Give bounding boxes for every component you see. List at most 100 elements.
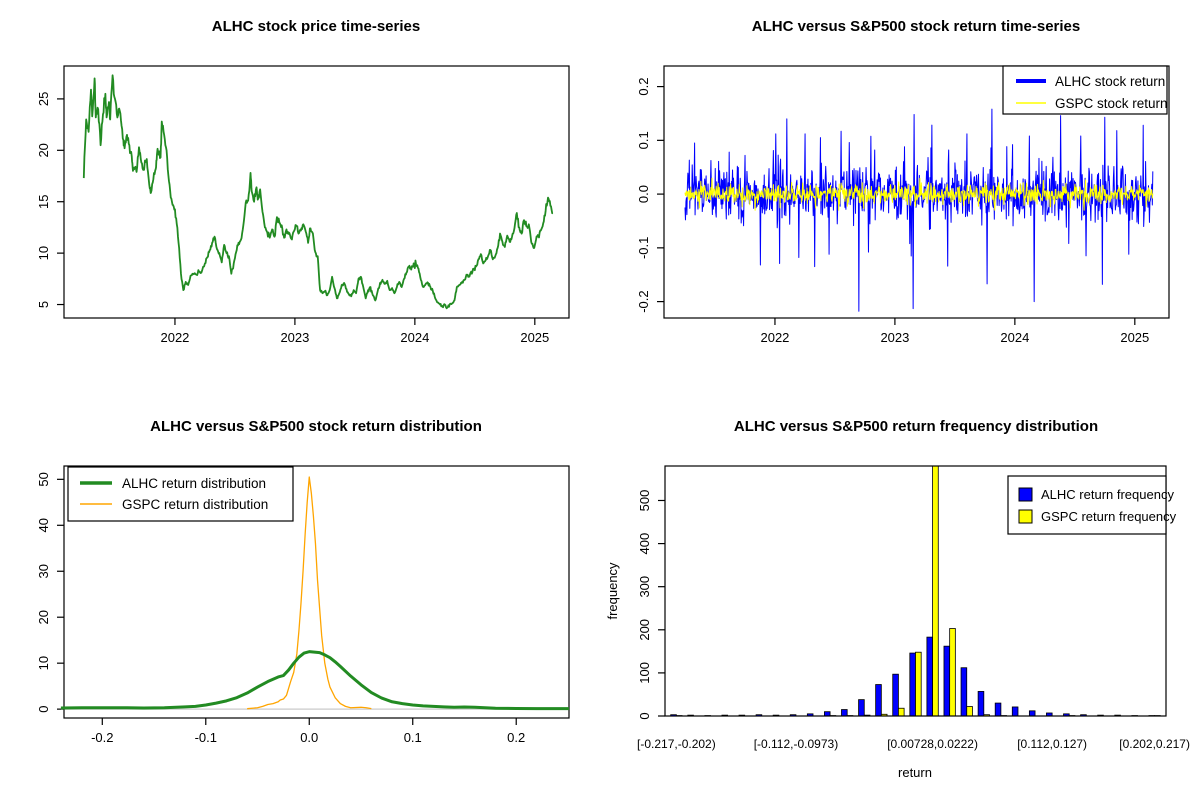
returns-y-axis: -0.2 -0.1 0.0 0.1 0.2 xyxy=(636,78,664,313)
histogram-bin-label: [-0.217,-0.202) xyxy=(637,737,716,751)
gspc-frequency-legend-label: GSPC return frequency xyxy=(1041,509,1177,524)
density-y-tick-label: 0 xyxy=(36,706,51,713)
returns-x-tick-label: 2025 xyxy=(1120,330,1149,345)
gspc-return-line xyxy=(684,177,1154,211)
density-x-tick-label: 0.0 xyxy=(300,730,318,745)
alhc-frequency-bar xyxy=(977,691,985,717)
alhc-density-legend-label: ALHC return distribution xyxy=(122,476,266,491)
histogram-y-tick-label: 0 xyxy=(637,712,652,719)
density-y-tick-label: 50 xyxy=(36,472,51,486)
returns-y-tick-label: -0.2 xyxy=(636,290,651,312)
gspc-frequency-bar xyxy=(966,706,973,717)
histogram-bin-label: [0.112,0.127) xyxy=(1017,737,1087,751)
returns-chart-title: ALHC versus S&P500 stock return time-ser… xyxy=(752,18,1080,35)
gspc-frequency-legend-swatch xyxy=(1018,509,1033,524)
histogram-y-tick-label: 400 xyxy=(637,533,652,555)
histogram-y-tick-label: 100 xyxy=(637,662,652,684)
histogram-bin-label: [0.202,0.217) xyxy=(1119,737,1190,751)
density-legend: ALHC return distribution GSPC return dis… xyxy=(67,466,294,522)
gspc-frequency-bar xyxy=(915,651,922,717)
density-plot-box xyxy=(63,465,570,719)
histogram-y-tick-label: 500 xyxy=(637,490,652,512)
alhc-return-legend-label: ALHC stock return xyxy=(1055,74,1165,89)
histogram-legend: ALHC return frequency GSPC return freque… xyxy=(1007,475,1177,535)
gspc-frequency-bar xyxy=(898,707,905,717)
alhc-frequency-bar xyxy=(994,702,1002,717)
density-chart-panel: ALHC versus S&P500 stock return distribu… xyxy=(36,418,570,745)
histogram-x-axis-label: return xyxy=(898,765,932,780)
returns-chart-panel: ALHC versus S&P500 stock return time-ser… xyxy=(636,18,1170,345)
histogram-plot-area: 0 100 200 300 400 500 [-0.217,-0.202) [-0.112,-… xyxy=(637,465,1190,751)
alhc-frequency-bar xyxy=(1028,710,1036,717)
returns-x-tick-label: 2023 xyxy=(880,330,909,345)
price-y-tick-label: 25 xyxy=(36,92,51,106)
returns-y-tick-label: -0.1 xyxy=(636,237,651,259)
gspc-density-curve xyxy=(247,476,372,710)
returns-legend: ALHC stock return GSPC stock return xyxy=(1002,65,1168,115)
price-y-tick-label: 10 xyxy=(36,246,51,260)
price-x-tick-label: 2024 xyxy=(400,330,429,345)
alhc-frequency-bar xyxy=(892,673,899,717)
histogram-bin-label: [0.00728,0.0222) xyxy=(887,737,978,751)
alhc-frequency-bar xyxy=(875,684,882,717)
returns-plot-area: 2022 2023 2024 2025 -0.2 -0.1 0.0 0.1 0.2 xyxy=(636,65,1170,345)
density-legend-box xyxy=(67,466,294,522)
density-x-axis: -0.2 -0.1 0.0 0.1 0.2 xyxy=(91,718,525,745)
price-y-axis: 5 10 15 20 25 xyxy=(36,92,64,308)
histogram-chart-title: ALHC versus S&P500 return frequency dist… xyxy=(734,418,1098,435)
alhc-frequency-bar xyxy=(824,711,831,717)
density-y-tick-label: 40 xyxy=(36,518,51,532)
alhc-frequency-bar xyxy=(841,709,848,717)
density-y-tick-label: 30 xyxy=(36,564,51,578)
price-y-tick-label: 5 xyxy=(36,301,51,308)
density-x-tick-label: 0.1 xyxy=(404,730,422,745)
gspc-density-legend-label: GSPC return distribution xyxy=(122,497,268,512)
returns-legend-box xyxy=(1002,65,1168,115)
returns-x-tick-label: 2024 xyxy=(1000,330,1029,345)
price-x-tick-label: 2022 xyxy=(160,330,189,345)
density-x-tick-label: -0.1 xyxy=(195,730,217,745)
returns-x-tick-label: 2022 xyxy=(760,330,789,345)
price-plot-box xyxy=(63,65,570,319)
histogram-y-tick-label: 300 xyxy=(637,576,652,598)
returns-plot-box xyxy=(663,65,1170,319)
alhc-frequency-legend-label: ALHC return frequency xyxy=(1041,487,1174,502)
alhc-price-line xyxy=(82,74,554,310)
returns-y-tick-label: 0.2 xyxy=(636,78,651,96)
histogram-chart-panel: ALHC versus S&P500 return frequency dist… xyxy=(605,418,1190,780)
price-y-tick-label: 20 xyxy=(36,143,51,157)
density-chart-title: ALHC versus S&P500 stock return distribu… xyxy=(150,418,482,435)
price-x-tick-label: 2023 xyxy=(280,330,309,345)
histogram-y-tick-label: 200 xyxy=(637,619,652,641)
alhc-frequency-bar xyxy=(1011,706,1019,717)
alhc-frequency-bar xyxy=(909,652,916,717)
histogram-y-axis: 0 100 200 300 400 500 xyxy=(637,490,665,720)
gspc-frequency-bar xyxy=(949,628,956,717)
returns-x-axis: 2022 2023 2024 2025 xyxy=(760,318,1149,345)
price-x-axis: 2022 2023 2024 2025 xyxy=(160,318,549,345)
density-y-axis: 0 10 20 30 40 50 xyxy=(36,472,64,713)
histogram-legend-box xyxy=(1007,475,1167,535)
returns-y-tick-label: 0.1 xyxy=(636,131,651,149)
density-plot-area: -0.2 -0.1 0.0 0.1 0.2 0 10 20 30 40 50 xyxy=(36,465,570,745)
price-chart-title: ALHC stock price time-series xyxy=(212,18,420,35)
gspc-return-legend-label: GSPC stock return xyxy=(1055,96,1168,111)
histogram-bin-label: [-0.112,-0.0973) xyxy=(754,737,839,751)
alhc-frequency-bar xyxy=(960,667,968,717)
alhc-frequency-bar xyxy=(926,636,933,717)
density-y-tick-label: 10 xyxy=(36,656,51,670)
histogram-y-axis-label: frequency xyxy=(605,562,620,620)
gspc-frequency-bar xyxy=(932,465,939,717)
histogram-plot-box xyxy=(664,465,1167,717)
density-x-tick-label: 0.2 xyxy=(507,730,525,745)
alhc-frequency-legend-swatch xyxy=(1018,487,1033,502)
price-chart-panel: ALHC stock price time-series 2022 2023 202… xyxy=(36,18,570,345)
alhc-frequency-bar xyxy=(943,645,951,717)
price-y-tick-label: 15 xyxy=(36,194,51,208)
alhc-density-curve xyxy=(60,650,569,711)
density-y-tick-label: 20 xyxy=(36,610,51,624)
price-x-tick-label: 2025 xyxy=(520,330,549,345)
histogram-bin-labels: [-0.217,-0.202) [-0.112,-0.0973) [0.00728,… xyxy=(637,737,1190,751)
